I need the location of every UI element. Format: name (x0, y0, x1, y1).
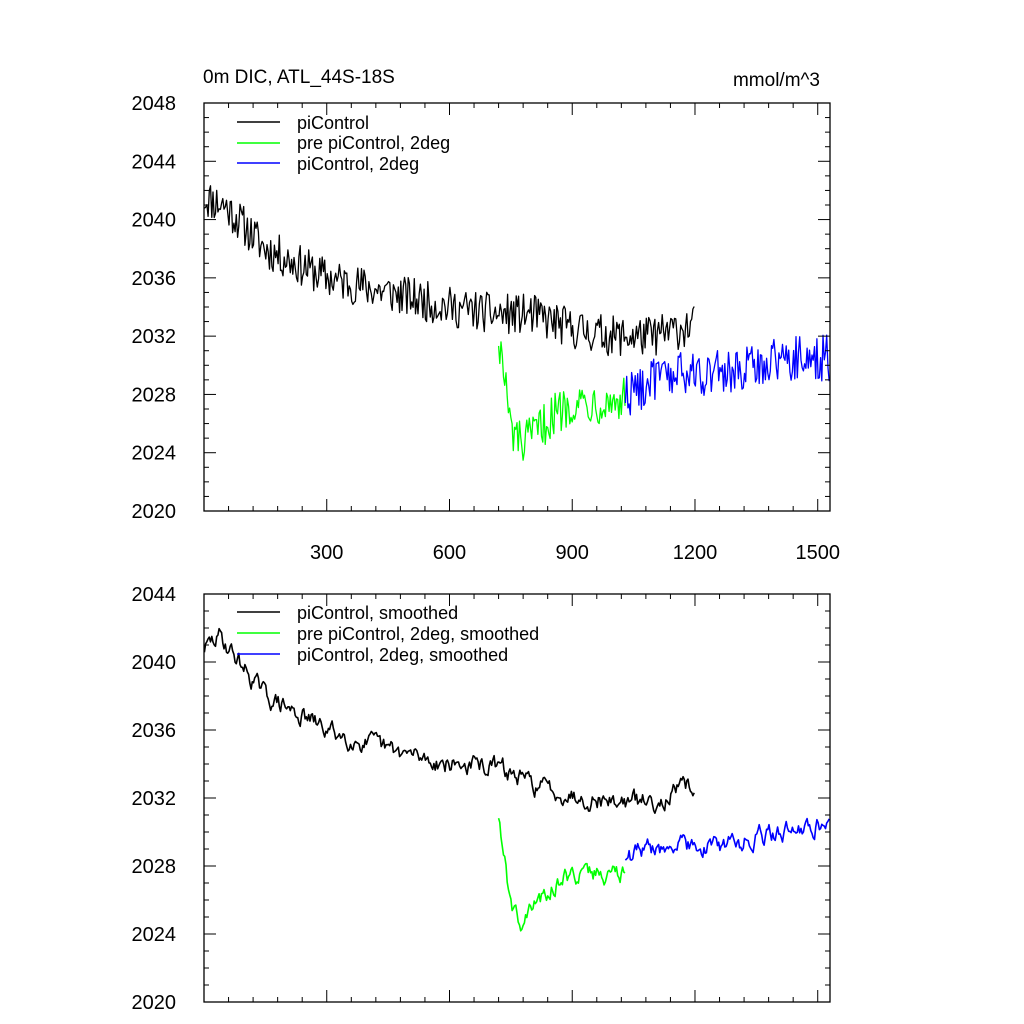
tick-layer: 2020 2024 2028 2032 2036 2040 2044 2048 300 600 90… (132, 93, 840, 564)
legend-label-pre-picontrol-2deg: pre piControl, 2deg (297, 133, 450, 153)
legend-label-picontrol-smoothed: piControl, smoothed (297, 603, 458, 623)
bottom-panel: 2020 2024 2028 2032 2036 2040 2044 piControl, … (132, 584, 831, 1014)
y-tick-label: 2044 (132, 584, 177, 606)
plot-frame (203, 102, 831, 512)
y-tick-label: 2040 (132, 652, 177, 674)
y-tick-label: 2044 (132, 151, 177, 173)
x-tick-label: 1500 (795, 542, 840, 564)
series-line-picontrol-2deg (624, 334, 830, 416)
y-tick-label: 2028 (132, 856, 177, 878)
y-tick-label: 2036 (132, 720, 177, 742)
x-tick-label: 1200 (673, 542, 718, 564)
y-tick-label: 2040 (132, 210, 177, 232)
y-tick-label: 2028 (132, 384, 177, 406)
x-tick-label: 600 (433, 542, 466, 564)
legend: piControl pre piControl, 2deg piControl,… (237, 113, 450, 174)
legend-label-pre-picontrol-2deg-smoothed: pre piControl, 2deg, smoothed (297, 624, 539, 644)
y-tick-label: 2020 (132, 501, 177, 523)
y-tick-label: 2032 (132, 326, 177, 348)
series-line-pre-picontrol-2deg (497, 341, 626, 461)
legend-label-picontrol-2deg: piControl, 2deg (297, 154, 419, 174)
plot-frame (203, 593, 831, 1003)
y-tick-label: 2048 (132, 93, 177, 115)
series-line-picontrol-smoothed (203, 627, 695, 815)
series-layer (203, 185, 830, 461)
legend-label-picontrol-2deg-smoothed: piControl, 2deg, smoothed (297, 645, 508, 665)
units-label: mmol/m^3 (733, 70, 820, 91)
top-panel: 0m DIC, ATL_44S-18S mmol/m^3 20202024202… (132, 67, 840, 564)
series-line-picontrol-2deg-smoothed (624, 817, 830, 861)
legend: piControl, smoothed pre piControl, 2deg,… (237, 603, 539, 665)
series-line-pre-picontrol-2deg-smoothed (497, 817, 626, 932)
y-tick-label: 2032 (132, 788, 177, 810)
chart-title: 0m DIC, ATL_44S-18S (203, 67, 395, 88)
y-tick-label: 2024 (132, 443, 177, 465)
legend-label-picontrol: piControl (297, 113, 369, 133)
series-layer (203, 627, 830, 932)
series-line-picontrol (203, 185, 695, 357)
x-tick-label: 300 (310, 542, 343, 564)
x-tick-label: 900 (556, 542, 589, 564)
y-tick-label: 2024 (132, 924, 177, 946)
y-tick-label: 2020 (132, 992, 177, 1014)
y-tick-label: 2036 (132, 268, 177, 290)
